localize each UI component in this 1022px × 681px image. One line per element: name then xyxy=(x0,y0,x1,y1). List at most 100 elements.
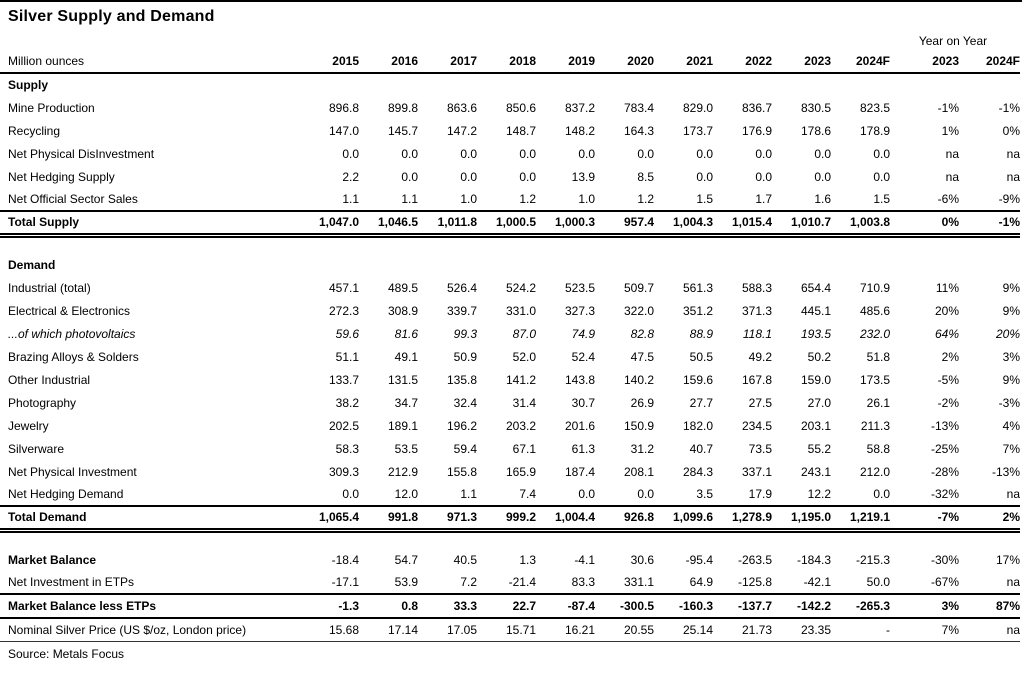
row-label: Total Demand xyxy=(0,505,300,533)
value-cell: na xyxy=(1006,169,1021,184)
value-cell: 284.3 xyxy=(682,464,713,479)
value-cell: 863.6 xyxy=(446,100,477,115)
value-cell: 211.3 xyxy=(860,418,890,433)
value-cell: 12.2 xyxy=(807,487,831,501)
value-cell: 234.5 xyxy=(741,418,772,433)
value-cell: 87% xyxy=(959,593,1021,619)
value-cell: -160.3 xyxy=(654,593,713,619)
value-cell: 971.3 xyxy=(418,505,477,533)
value-cell: na xyxy=(1006,575,1021,589)
table-row-market-balance: Market Balance -18.4 54.7 40.5 1.3 -4.1 30.6 -9… xyxy=(0,548,1020,571)
value-cell: 51.8 xyxy=(866,349,890,364)
value-cell: 145.7 xyxy=(387,123,418,138)
value-cell: 159.0 xyxy=(800,372,831,387)
col-header-2019: 2019 xyxy=(536,49,595,74)
col-header-2018: 2018 xyxy=(477,49,536,74)
col-header-2022: 2022 xyxy=(713,49,772,74)
value-cell: 20.55 xyxy=(595,618,654,642)
row-label: Other Industrial xyxy=(8,372,91,387)
value-cell: 131.5 xyxy=(387,372,418,387)
column-header-row: Million ounces 2015 2016 2017 2018 2019 2020 2… xyxy=(0,49,1021,74)
value-cell xyxy=(359,73,418,96)
value-cell xyxy=(477,253,536,276)
value-cell: 337.1 xyxy=(741,464,772,479)
value-cell: 12.0 xyxy=(394,487,418,501)
value-cell: 1,065.4 xyxy=(300,505,359,533)
value-cell: 82.8 xyxy=(630,326,654,341)
value-cell: -30% xyxy=(930,552,959,567)
value-cell: - xyxy=(831,618,890,642)
value-cell xyxy=(418,73,477,96)
value-cell: -32% xyxy=(930,487,959,501)
value-cell: 173.5 xyxy=(859,372,890,387)
value-cell: 783.4 xyxy=(623,100,654,115)
value-cell xyxy=(300,253,359,276)
col-header-2023: 2023 xyxy=(772,49,831,74)
table-row-market-balance-less-etps: Market Balance less ETPs -1.3 0.8 33.3 22.7-… xyxy=(0,593,1021,619)
value-cell: 0.0 xyxy=(696,146,713,161)
value-cell: 58.3 xyxy=(335,441,359,456)
value-cell: 0.0 xyxy=(460,146,477,161)
value-cell: 0% xyxy=(1002,123,1021,138)
value-cell: 0.0 xyxy=(637,146,654,161)
value-cell: 308.9 xyxy=(387,303,418,318)
value-cell: 7% xyxy=(890,618,959,642)
row-label: Net Physical DisInvestment xyxy=(8,146,155,161)
value-cell: 47.5 xyxy=(630,349,654,364)
value-cell: -5% xyxy=(937,372,959,387)
value-cell: 3% xyxy=(1002,349,1021,364)
value-cell: 1,000.5 xyxy=(477,210,536,238)
value-cell: 50.9 xyxy=(453,349,477,364)
value-cell: 15.68 xyxy=(300,618,359,642)
value-cell: 189.1 xyxy=(387,418,418,433)
value-cell: -1.3 xyxy=(300,593,359,619)
value-cell: -42.1 xyxy=(803,575,831,589)
value-cell: 1.0 xyxy=(460,192,477,206)
value-cell: 0.0 xyxy=(460,169,477,184)
value-cell: 0.0 xyxy=(519,146,536,161)
value-cell: 133.7 xyxy=(328,372,359,387)
value-cell: 1% xyxy=(941,123,959,138)
value-cell: 1.0 xyxy=(578,192,595,206)
value-cell: 203.1 xyxy=(800,418,831,433)
value-cell: 53.5 xyxy=(394,441,418,456)
value-cell: 27.7 xyxy=(689,395,713,410)
value-cell: 52.4 xyxy=(571,349,595,364)
value-cell: 118.1 xyxy=(742,326,772,341)
value-cell: 2% xyxy=(959,505,1021,533)
value-cell: 20% xyxy=(934,303,959,318)
value-cell: 140.2 xyxy=(623,372,654,387)
value-cell: 4% xyxy=(1002,418,1021,433)
value-cell: 0.0 xyxy=(696,169,713,184)
value-cell: 0.0 xyxy=(814,169,831,184)
table-row-jewelry: Jewelry 202.5 189.1 196.2 203.2 201.6 150.9 182… xyxy=(0,414,1020,437)
value-cell: 523.5 xyxy=(564,280,595,295)
value-cell: 40.5 xyxy=(453,552,477,567)
value-cell: 0.0 xyxy=(578,146,595,161)
table-row-total-demand: Total Demand 1,065.4 991.8 971.3 999.2 1,004.… xyxy=(0,505,1021,533)
value-cell: 823.5 xyxy=(859,100,890,115)
value-cell: -263.5 xyxy=(737,552,772,567)
value-cell: 38.2 xyxy=(335,395,359,410)
value-cell: 148.7 xyxy=(505,123,536,138)
value-cell: 15.71 xyxy=(477,618,536,642)
table-row-mine-production: Mine Production 896.8 899.8 863.6 850.6 837.2… xyxy=(0,96,1020,119)
value-cell xyxy=(595,253,654,276)
table-row-net-hedging-supply: Net Hedging Supply 2.2 0.0 0.0 0.0 13.9 8.5 0.0… xyxy=(0,165,1020,188)
value-cell xyxy=(418,253,477,276)
col-header-2021: 2021 xyxy=(654,49,713,74)
value-cell: 51.1 xyxy=(335,349,359,364)
value-cell: 1,219.1 xyxy=(831,505,890,533)
spacer-cell xyxy=(0,530,1020,548)
value-cell: 150.9 xyxy=(623,418,654,433)
value-cell: 49.1 xyxy=(394,349,418,364)
value-cell: 0.0 xyxy=(814,146,831,161)
value-cell: na xyxy=(959,618,1021,642)
row-label: Net Investment in ETPs xyxy=(8,575,135,589)
value-cell: 164.3 xyxy=(623,123,654,138)
value-cell: 1.6 xyxy=(814,192,831,206)
value-cell: 64.9 xyxy=(689,575,713,589)
value-cell: 232.0 xyxy=(859,326,890,341)
value-cell: 17.14 xyxy=(359,618,418,642)
value-cell xyxy=(959,253,1020,276)
